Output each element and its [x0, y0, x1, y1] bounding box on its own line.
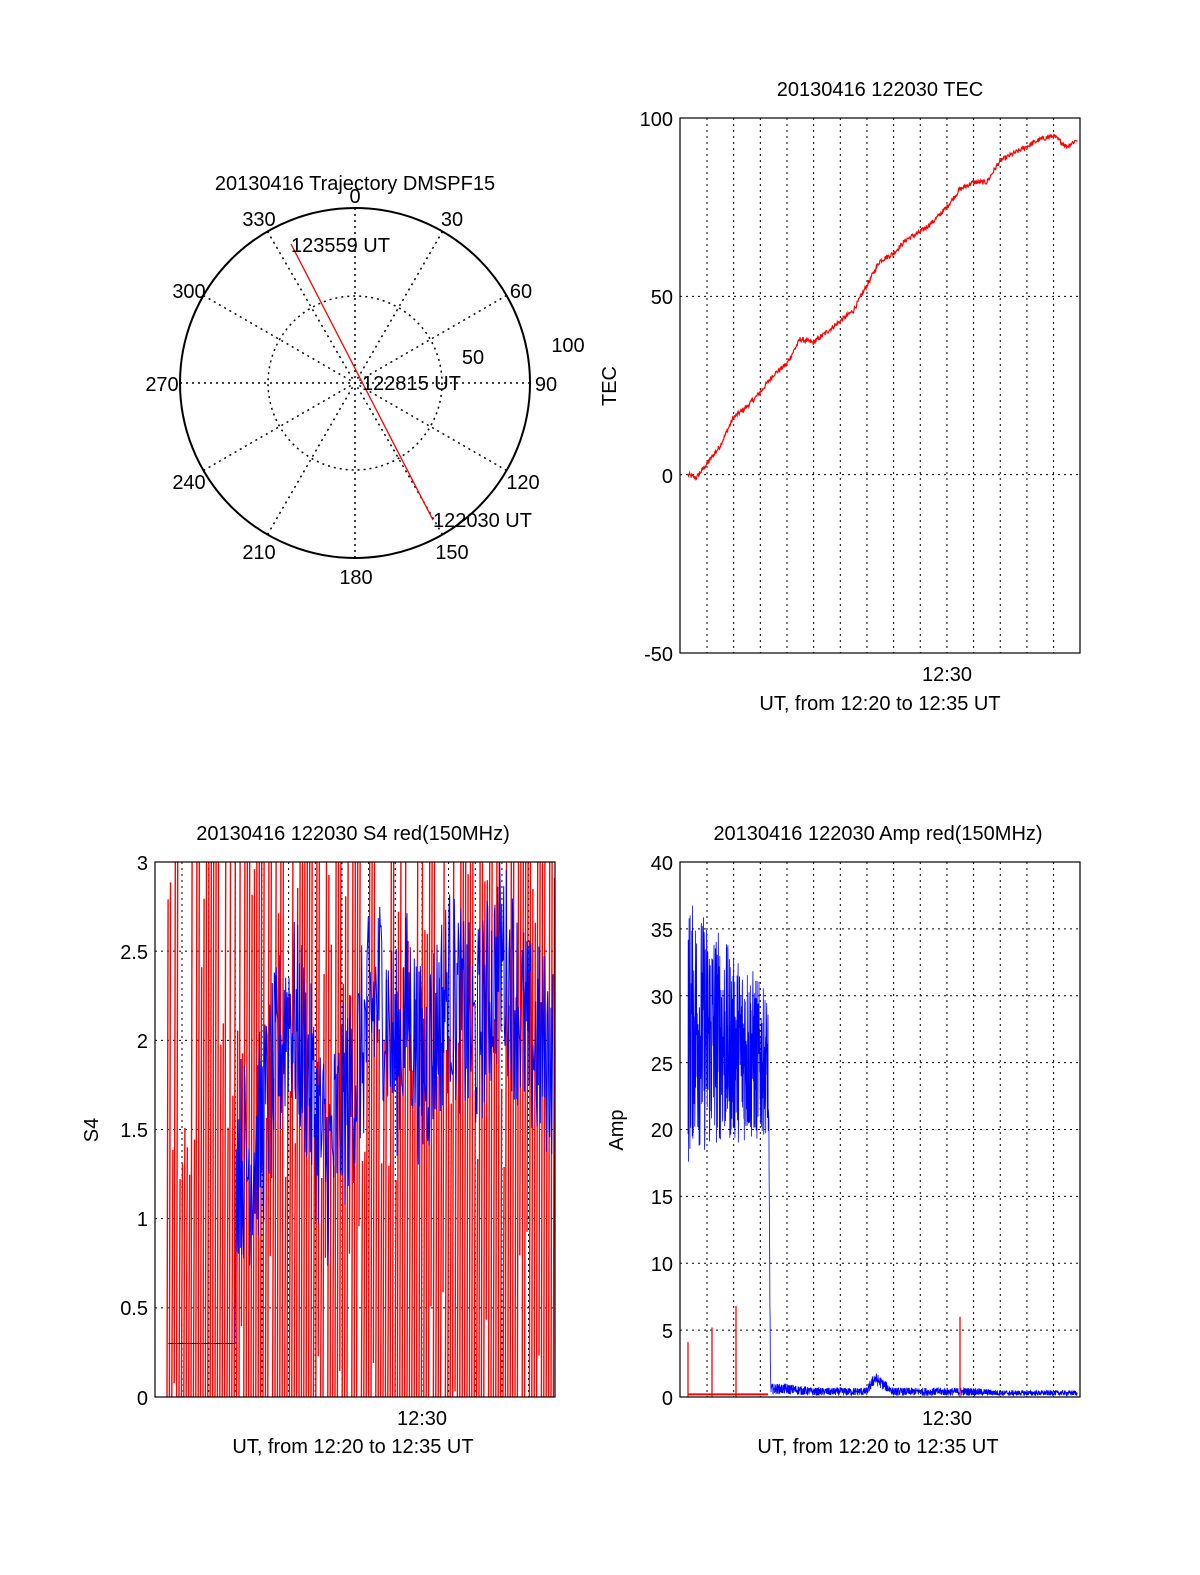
tec-ytick-100: 100 [640, 109, 673, 131]
amp-panel: 20130416 122030 Amp red(150MHz) 40 35 30… [606, 823, 1081, 1458]
angle-label-180: 180 [339, 567, 372, 589]
radius-label-50: 50 [462, 347, 484, 369]
angle-label-150: 150 [435, 542, 468, 564]
s4-ytick-2: 2 [137, 1031, 148, 1053]
polar-panel: 20130416 Trajectory DMSPF15 0 30 60 90 1… [145, 173, 584, 589]
polar-spokes [180, 208, 530, 558]
amp-axes-frame [679, 861, 1081, 1398]
amp-xtick: 12:30 [922, 1408, 972, 1430]
tec-ytick-0: 0 [662, 466, 673, 488]
tec-panel: 20130416 122030 TEC 100 50 0 -50 TEC 12:… [599, 79, 1081, 715]
amp-ytick-5: 5 [662, 1321, 673, 1343]
s4-ytick-0: 0 [137, 1388, 148, 1410]
angle-label-210: 210 [242, 542, 275, 564]
s4-ytick-3: 3 [137, 853, 148, 875]
amp-ytick-15: 15 [651, 1187, 673, 1209]
s4-ytick-1.5: 1.5 [120, 1120, 148, 1142]
angle-label-330: 330 [242, 209, 275, 231]
s4-blue-series [168, 861, 554, 1344]
tec-line [687, 133, 1078, 481]
amp-ytick-0: 0 [662, 1388, 673, 1410]
s4-red-series [166, 861, 556, 1398]
s4-ylabel: S4 [81, 1118, 103, 1142]
angle-label-300: 300 [172, 281, 205, 303]
tec-title: 20130416 122030 TEC [777, 79, 983, 101]
track-label-start: 123559 UT [291, 235, 390, 257]
amp-blue-series [687, 905, 1078, 1397]
polar-angle-labels: 0 30 60 90 120 150 180 210 240 270 300 3… [145, 186, 557, 589]
angle-label-0: 0 [349, 186, 360, 208]
amp-ylabel: Amp [606, 1109, 628, 1150]
track-label-mid: 122815 UT [362, 373, 461, 395]
s4-xlabel: UT, from 12:20 to 12:35 UT [232, 1436, 473, 1458]
amp-grid [680, 862, 1080, 1397]
s4-xtick: 12:30 [397, 1408, 447, 1430]
amp-title: 20130416 122030 Amp red(150MHz) [713, 823, 1042, 845]
polar-title: 20130416 Trajectory DMSPF15 [215, 173, 495, 195]
s4-series [166, 861, 556, 1398]
tec-grid [680, 118, 1080, 653]
tec-axes-frame [679, 117, 1081, 654]
tec-ytick-50: 50 [651, 287, 673, 309]
s4-axes-frame [154, 861, 556, 1398]
s4-ytick-0.5: 0.5 [120, 1298, 148, 1320]
amp-ytick-40: 40 [651, 853, 673, 875]
tec-xlabel: UT, from 12:20 to 12:35 UT [759, 693, 1000, 715]
angle-label-240: 240 [172, 472, 205, 494]
tec-series [687, 133, 1078, 481]
amp-ytick-25: 25 [651, 1054, 673, 1076]
amp-ytick-35: 35 [651, 920, 673, 942]
tec-xtick: 12:30 [922, 664, 972, 686]
angle-label-270: 270 [145, 374, 178, 396]
amp-ytick-30: 30 [651, 987, 673, 1009]
trajectory-track [290, 243, 434, 521]
amp-series [687, 905, 1078, 1397]
amp-ytick-20: 20 [651, 1120, 673, 1142]
polar-spoke [266, 231, 444, 535]
s4-title: 20130416 122030 S4 red(150MHz) [196, 823, 510, 845]
track-label-end: 122030 UT [433, 510, 532, 532]
tec-ylabel: TEC [599, 366, 621, 406]
angle-label-60: 60 [510, 281, 532, 303]
polar-inner-circle [267, 295, 443, 471]
angle-label-120: 120 [506, 472, 539, 494]
tec-ytick-neg50: -50 [644, 644, 673, 666]
s4-ytick-2.5: 2.5 [120, 942, 148, 964]
angle-label-30: 30 [441, 209, 463, 231]
s4-ytick-1: 1 [137, 1209, 148, 1231]
s4-panel: 20130416 122030 S4 red(150MHz) 3 2.5 2 1… [81, 823, 556, 1458]
amp-xlabel: UT, from 12:20 to 12:35 UT [757, 1436, 998, 1458]
angle-label-90: 90 [535, 374, 557, 396]
amp-ytick-10: 10 [651, 1254, 673, 1276]
radius-label-100: 100 [551, 335, 584, 357]
